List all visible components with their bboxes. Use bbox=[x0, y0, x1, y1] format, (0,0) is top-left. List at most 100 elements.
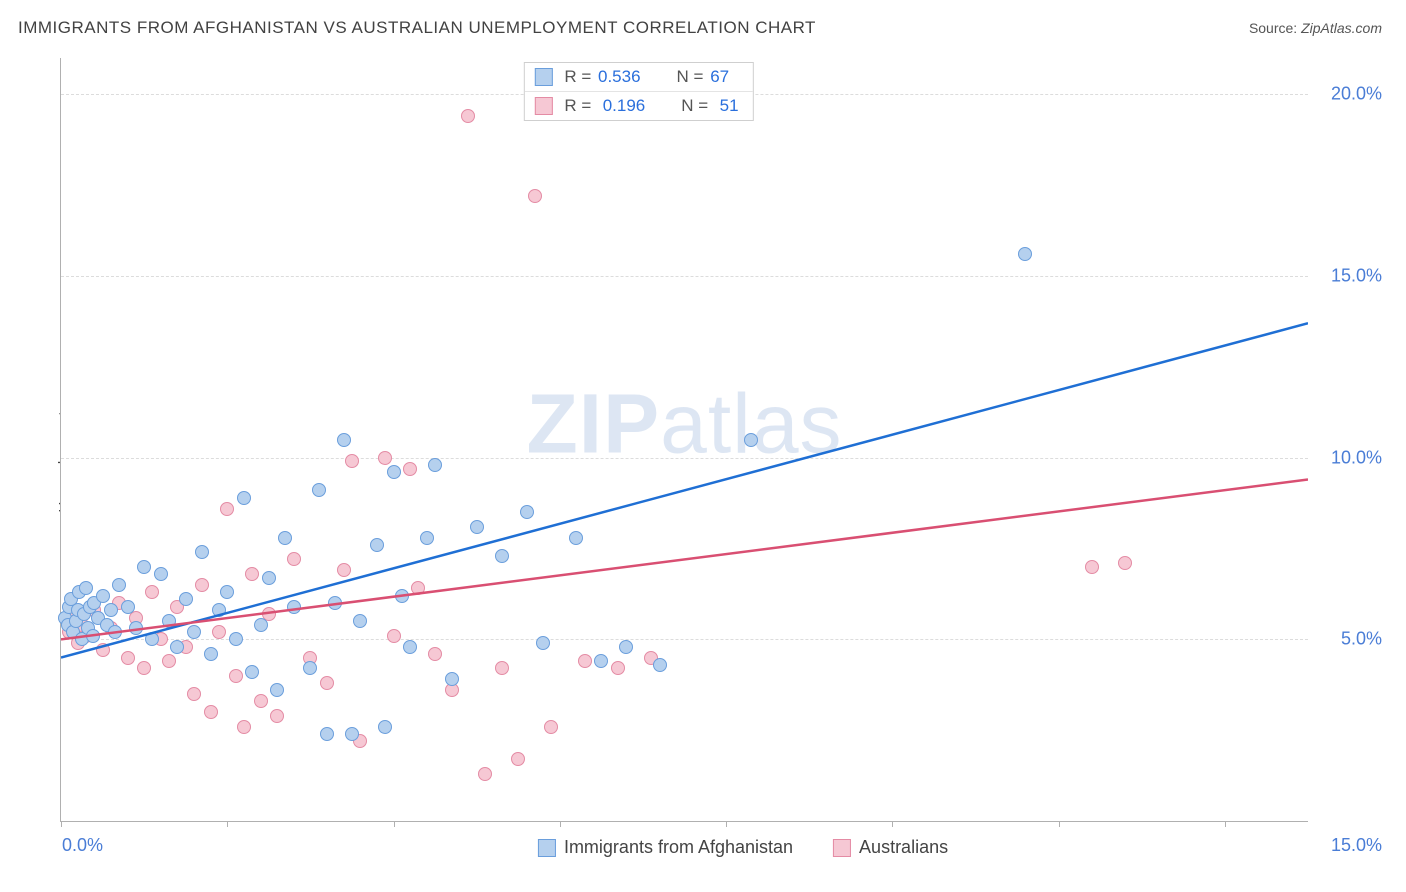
y-tick-label: 5.0% bbox=[1341, 629, 1382, 650]
scatter-point bbox=[470, 520, 484, 534]
scatter-point bbox=[337, 433, 351, 447]
scatter-point bbox=[162, 654, 176, 668]
scatter-point bbox=[445, 672, 459, 686]
header: IMMIGRANTS FROM AFGHANISTAN VS AUSTRALIA… bbox=[0, 0, 1406, 44]
scatter-point bbox=[137, 560, 151, 574]
r-value: 0.196 bbox=[603, 96, 646, 115]
legend-swatch-icon bbox=[833, 839, 851, 857]
scatter-point bbox=[195, 545, 209, 559]
scatter-point bbox=[387, 465, 401, 479]
r-value: 0.536 bbox=[598, 67, 641, 86]
scatter-point bbox=[162, 614, 176, 628]
scatter-point bbox=[378, 451, 392, 465]
n-label: N = bbox=[677, 67, 704, 86]
y-tick-label: 10.0% bbox=[1331, 447, 1382, 468]
source-label: Source: bbox=[1249, 20, 1297, 36]
x-tick-label-min: 0.0% bbox=[62, 835, 103, 856]
x-tick-label-max: 15.0% bbox=[1331, 835, 1382, 856]
scatter-point bbox=[495, 549, 509, 563]
scatter-point bbox=[569, 531, 583, 545]
scatter-point bbox=[420, 531, 434, 545]
scatter-point bbox=[1118, 556, 1132, 570]
x-tick bbox=[61, 821, 62, 827]
y-tick-label: 15.0% bbox=[1331, 266, 1382, 287]
scatter-point bbox=[179, 592, 193, 606]
scatter-point bbox=[220, 502, 234, 516]
scatter-point bbox=[395, 589, 409, 603]
scatter-point bbox=[320, 676, 334, 690]
scatter-point bbox=[320, 727, 334, 741]
scatter-point bbox=[511, 752, 525, 766]
scatter-point bbox=[86, 629, 100, 643]
scatter-point bbox=[254, 618, 268, 632]
x-tick bbox=[1225, 821, 1226, 827]
chart-container: Unemployment ZIPatlas R = 0.536 N = 67 R… bbox=[18, 50, 1386, 874]
scatter-point bbox=[744, 433, 758, 447]
scatter-point bbox=[121, 600, 135, 614]
scatter-point bbox=[287, 552, 301, 566]
scatter-point bbox=[237, 720, 251, 734]
trend-lines bbox=[61, 58, 1308, 821]
legend-swatch-icon bbox=[538, 839, 556, 857]
scatter-point bbox=[154, 567, 168, 581]
scatter-point bbox=[195, 578, 209, 592]
scatter-point bbox=[594, 654, 608, 668]
n-label: N = bbox=[681, 96, 708, 115]
trend-line bbox=[61, 323, 1308, 657]
scatter-point bbox=[108, 625, 122, 639]
gridline bbox=[61, 639, 1308, 640]
scatter-point bbox=[212, 603, 226, 617]
scatter-point bbox=[287, 600, 301, 614]
scatter-point bbox=[170, 640, 184, 654]
scatter-point bbox=[478, 767, 492, 781]
plot-area: ZIPatlas R = 0.536 N = 67 R = 0.196 N = … bbox=[60, 58, 1308, 822]
scatter-point bbox=[328, 596, 342, 610]
scatter-point bbox=[245, 665, 259, 679]
x-tick bbox=[227, 821, 228, 827]
scatter-point bbox=[1018, 247, 1032, 261]
scatter-point bbox=[353, 614, 367, 628]
series-label: Australians bbox=[859, 837, 948, 858]
scatter-point bbox=[245, 567, 259, 581]
x-tick bbox=[394, 821, 395, 827]
scatter-point bbox=[112, 578, 126, 592]
legend-stats-row: R = 0.536 N = 67 bbox=[524, 63, 752, 91]
scatter-point bbox=[387, 629, 401, 643]
r-label: R = bbox=[564, 96, 591, 115]
x-tick bbox=[726, 821, 727, 827]
scatter-point bbox=[411, 581, 425, 595]
gridline bbox=[61, 458, 1308, 459]
scatter-point bbox=[262, 571, 276, 585]
gridline bbox=[61, 276, 1308, 277]
watermark-atlas: atlas bbox=[660, 377, 842, 471]
chart-title: IMMIGRANTS FROM AFGHANISTAN VS AUSTRALIA… bbox=[18, 18, 816, 38]
scatter-point bbox=[428, 458, 442, 472]
scatter-point bbox=[403, 640, 417, 654]
scatter-point bbox=[204, 647, 218, 661]
scatter-point bbox=[578, 654, 592, 668]
x-tick bbox=[560, 821, 561, 827]
x-tick bbox=[892, 821, 893, 827]
scatter-point bbox=[79, 581, 93, 595]
scatter-point bbox=[237, 491, 251, 505]
x-tick bbox=[1059, 821, 1060, 827]
scatter-point bbox=[145, 585, 159, 599]
scatter-point bbox=[312, 483, 326, 497]
scatter-point bbox=[137, 661, 151, 675]
scatter-point bbox=[337, 563, 351, 577]
n-value: 51 bbox=[720, 96, 739, 115]
scatter-point bbox=[254, 694, 268, 708]
legend-stats: R = 0.536 N = 67 R = 0.196 N = 51 bbox=[523, 62, 753, 121]
legend-swatch-icon bbox=[534, 68, 552, 86]
scatter-point bbox=[378, 720, 392, 734]
scatter-point bbox=[129, 621, 143, 635]
legend-item: Australians bbox=[833, 837, 948, 858]
scatter-point bbox=[278, 531, 292, 545]
legend-item: Immigrants from Afghanistan bbox=[538, 837, 793, 858]
watermark-zip: ZIP bbox=[526, 377, 660, 471]
source: Source: ZipAtlas.com bbox=[1249, 20, 1382, 36]
source-value: ZipAtlas.com bbox=[1301, 20, 1382, 36]
legend-swatch-icon bbox=[534, 97, 552, 115]
scatter-point bbox=[270, 683, 284, 697]
scatter-point bbox=[187, 687, 201, 701]
